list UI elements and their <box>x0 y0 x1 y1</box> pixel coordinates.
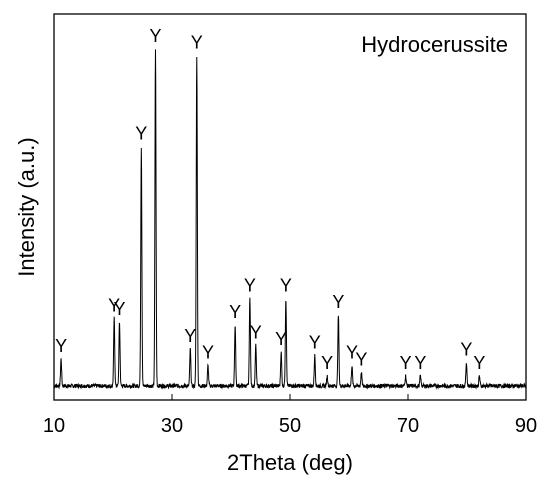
peak-label: Y <box>113 299 125 319</box>
x-axis-label: 2Theta (deg) <box>227 450 353 475</box>
peak-label: Y <box>149 26 161 46</box>
x-tick-label: 90 <box>515 415 537 437</box>
peak-label: Y <box>229 302 241 322</box>
peak-label: Y <box>55 336 67 356</box>
peak-label: Y <box>191 33 203 53</box>
x-tick-label: 50 <box>279 415 301 437</box>
peak-label: Y <box>244 275 256 295</box>
peak-label: Y <box>309 333 321 353</box>
y-axis-label: Intensity (a.u.) <box>14 137 39 276</box>
xrd-pattern-line <box>53 49 527 390</box>
peak-label: Y <box>280 275 292 295</box>
peak-label: Y <box>473 353 485 373</box>
peak-label: Y <box>184 326 196 346</box>
peak-label: Y <box>332 292 344 312</box>
peak-label: Y <box>414 353 426 373</box>
peak-label: Y <box>135 124 147 144</box>
peak-label: Y <box>250 322 262 342</box>
x-tick-label: 10 <box>43 415 65 437</box>
peak-label: Y <box>202 343 214 363</box>
peak-label: Y <box>400 353 412 373</box>
peak-label: Y <box>460 339 472 359</box>
peak-label: Y <box>346 343 358 363</box>
x-tick-label: 30 <box>161 415 183 437</box>
plot-frame <box>53 13 527 401</box>
peak-label: Y <box>275 329 287 349</box>
peak-label: Y <box>355 349 367 369</box>
peak-label: Y <box>108 295 120 315</box>
x-axis-tick-labels: 10 30 50 70 90 <box>43 415 537 437</box>
x-axis-ticks <box>53 394 527 400</box>
legend-label: Hydrocerussite <box>361 32 508 57</box>
x-tick-label: 70 <box>397 415 419 437</box>
peak-label: Y <box>321 353 333 373</box>
